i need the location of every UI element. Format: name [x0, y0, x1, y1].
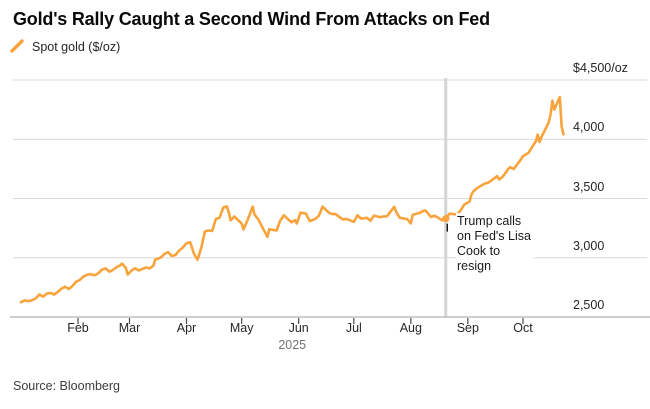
gold-price-line-chart	[10, 78, 650, 324]
x-axis-label: Apr	[176, 321, 197, 335]
x-axis-label: Sep	[456, 321, 479, 335]
y-axis-label: 3,500	[573, 179, 605, 194]
x-axis-year-label: 2025	[278, 338, 307, 352]
x-axis-label: Aug	[399, 321, 422, 335]
event-marker-dot	[442, 215, 450, 223]
x-axis-label: Feb	[67, 321, 89, 335]
x-axis-label: Jun	[288, 321, 309, 335]
y-axis-label: $4,500/oz	[573, 61, 628, 75]
source-label: Source: Bloomberg	[13, 379, 121, 393]
chart-title: Gold's Rally Caught a Second Wind From A…	[13, 9, 490, 29]
x-axis-label: May	[229, 321, 254, 335]
x-axis-label: Oct	[513, 321, 533, 335]
x-axis-label: Mar	[118, 321, 141, 335]
legend: Spot gold ($/oz)	[10, 39, 120, 54]
y-axis-label: 2,500	[573, 298, 605, 312]
y-axis-label: 3,000	[573, 238, 605, 253]
legend-line-icon	[10, 39, 24, 53]
event-annotation: Trump calls on Fed's Lisa Cook to resign	[456, 213, 534, 276]
x-axis-label: Jul	[345, 321, 362, 335]
y-axis-label: 4,000	[573, 120, 605, 135]
legend-label: Spot gold ($/oz)	[32, 39, 121, 54]
spot-gold-line	[19, 95, 565, 304]
